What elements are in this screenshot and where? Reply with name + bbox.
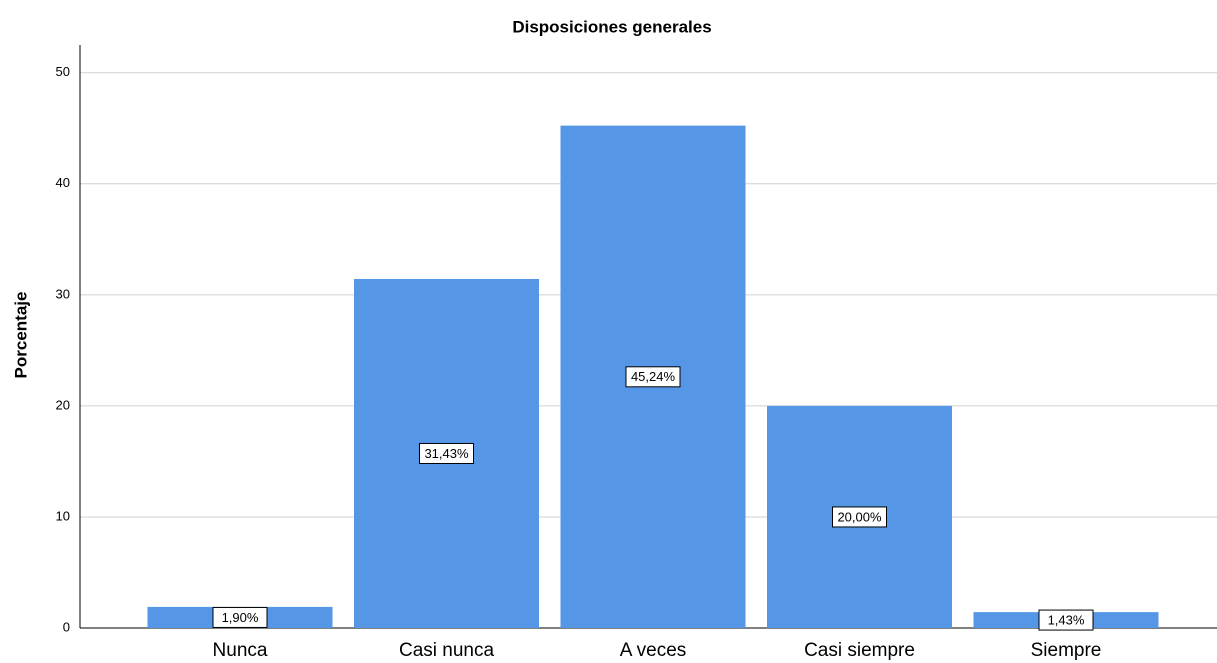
value-label-box bbox=[832, 506, 887, 528]
x-tick-label: Siempre bbox=[1031, 640, 1102, 661]
value-label: 45,24% bbox=[631, 369, 676, 384]
value-label: 31,43% bbox=[424, 446, 469, 461]
value-label: 1,90% bbox=[222, 610, 259, 625]
y-tick-label: 10 bbox=[56, 508, 70, 523]
x-tick-label: Casi nunca bbox=[399, 640, 494, 661]
y-tick-label: 20 bbox=[56, 397, 70, 412]
x-tick-label: Nunca bbox=[213, 640, 268, 661]
y-axis-label: Porcentaje bbox=[11, 292, 30, 379]
y-tick-label: 0 bbox=[63, 619, 70, 634]
value-label-box bbox=[212, 606, 268, 628]
value-label: 1,43% bbox=[1048, 612, 1085, 627]
y-tick-label: 30 bbox=[56, 286, 70, 301]
x-tick-label: A veces bbox=[620, 640, 687, 661]
y-tick-label: 40 bbox=[56, 175, 70, 190]
value-label: 20,00% bbox=[837, 509, 882, 524]
value-label-box bbox=[1038, 609, 1094, 631]
value-label-box bbox=[625, 366, 681, 388]
x-tick-label: Casi siempre bbox=[804, 640, 915, 661]
y-tick-label: 50 bbox=[56, 64, 70, 79]
chart-title: Disposiciones generales bbox=[512, 17, 711, 36]
value-label-box bbox=[419, 442, 474, 464]
